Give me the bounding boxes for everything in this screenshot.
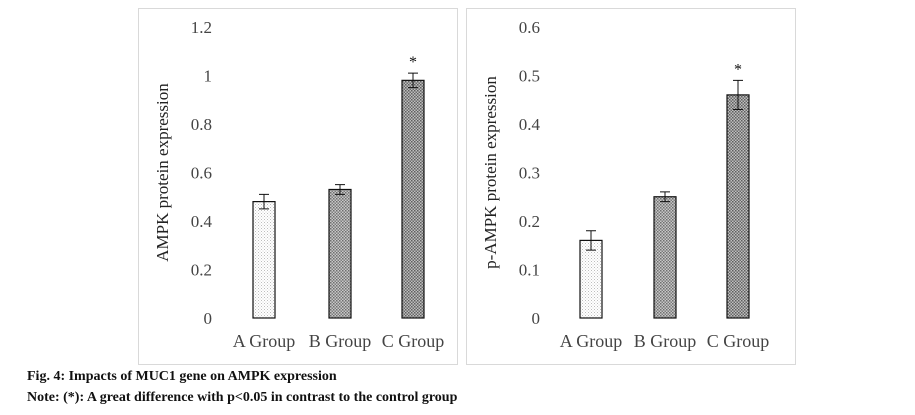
bar [579, 239, 603, 319]
x-category-label: B Group [634, 331, 697, 351]
y-axis-label: AMPK protein expression [153, 83, 172, 262]
significance-marker: * [409, 54, 417, 71]
error-bar [335, 184, 345, 195]
y-tick-label: 0.3 [519, 164, 540, 183]
x-category-label: A Group [233, 331, 296, 351]
y-tick-label: 0.5 [519, 67, 540, 86]
y-tick-label: 0 [532, 309, 541, 328]
significance-marker: * [734, 61, 742, 78]
y-tick-label: 0.2 [519, 212, 540, 231]
error-bar [660, 191, 670, 203]
error-bar [259, 193, 269, 210]
y-tick-label: 0.1 [519, 261, 540, 280]
figure-caption: Fig. 4: Impacts of MUC1 gene on AMPK exp… [27, 369, 337, 384]
bar [653, 196, 677, 319]
y-tick-label: 1.2 [191, 18, 212, 37]
y-axis-label: p-AMPK protein expression [481, 76, 500, 269]
y-tick-label: 0.8 [191, 115, 212, 134]
x-category-label: C Group [382, 331, 445, 351]
figure-note: Note: (*): A great difference with p<0.0… [27, 390, 458, 405]
y-tick-label: 0.6 [191, 164, 212, 183]
y-tick-label: 0.4 [519, 115, 541, 134]
y-tick-label: 1 [204, 67, 213, 86]
y-tick-label: 0.2 [191, 261, 212, 280]
y-tick-label: 0.6 [519, 18, 540, 37]
bar [726, 94, 750, 319]
y-tick-label: 0 [204, 309, 213, 328]
error-bar [733, 79, 743, 110]
x-category-label: C Group [707, 331, 770, 351]
x-category-label: A Group [560, 331, 623, 351]
error-bar [408, 72, 418, 89]
error-bar [586, 230, 596, 251]
y-tick-label: 0.4 [191, 212, 213, 231]
x-category-label: B Group [309, 331, 372, 351]
